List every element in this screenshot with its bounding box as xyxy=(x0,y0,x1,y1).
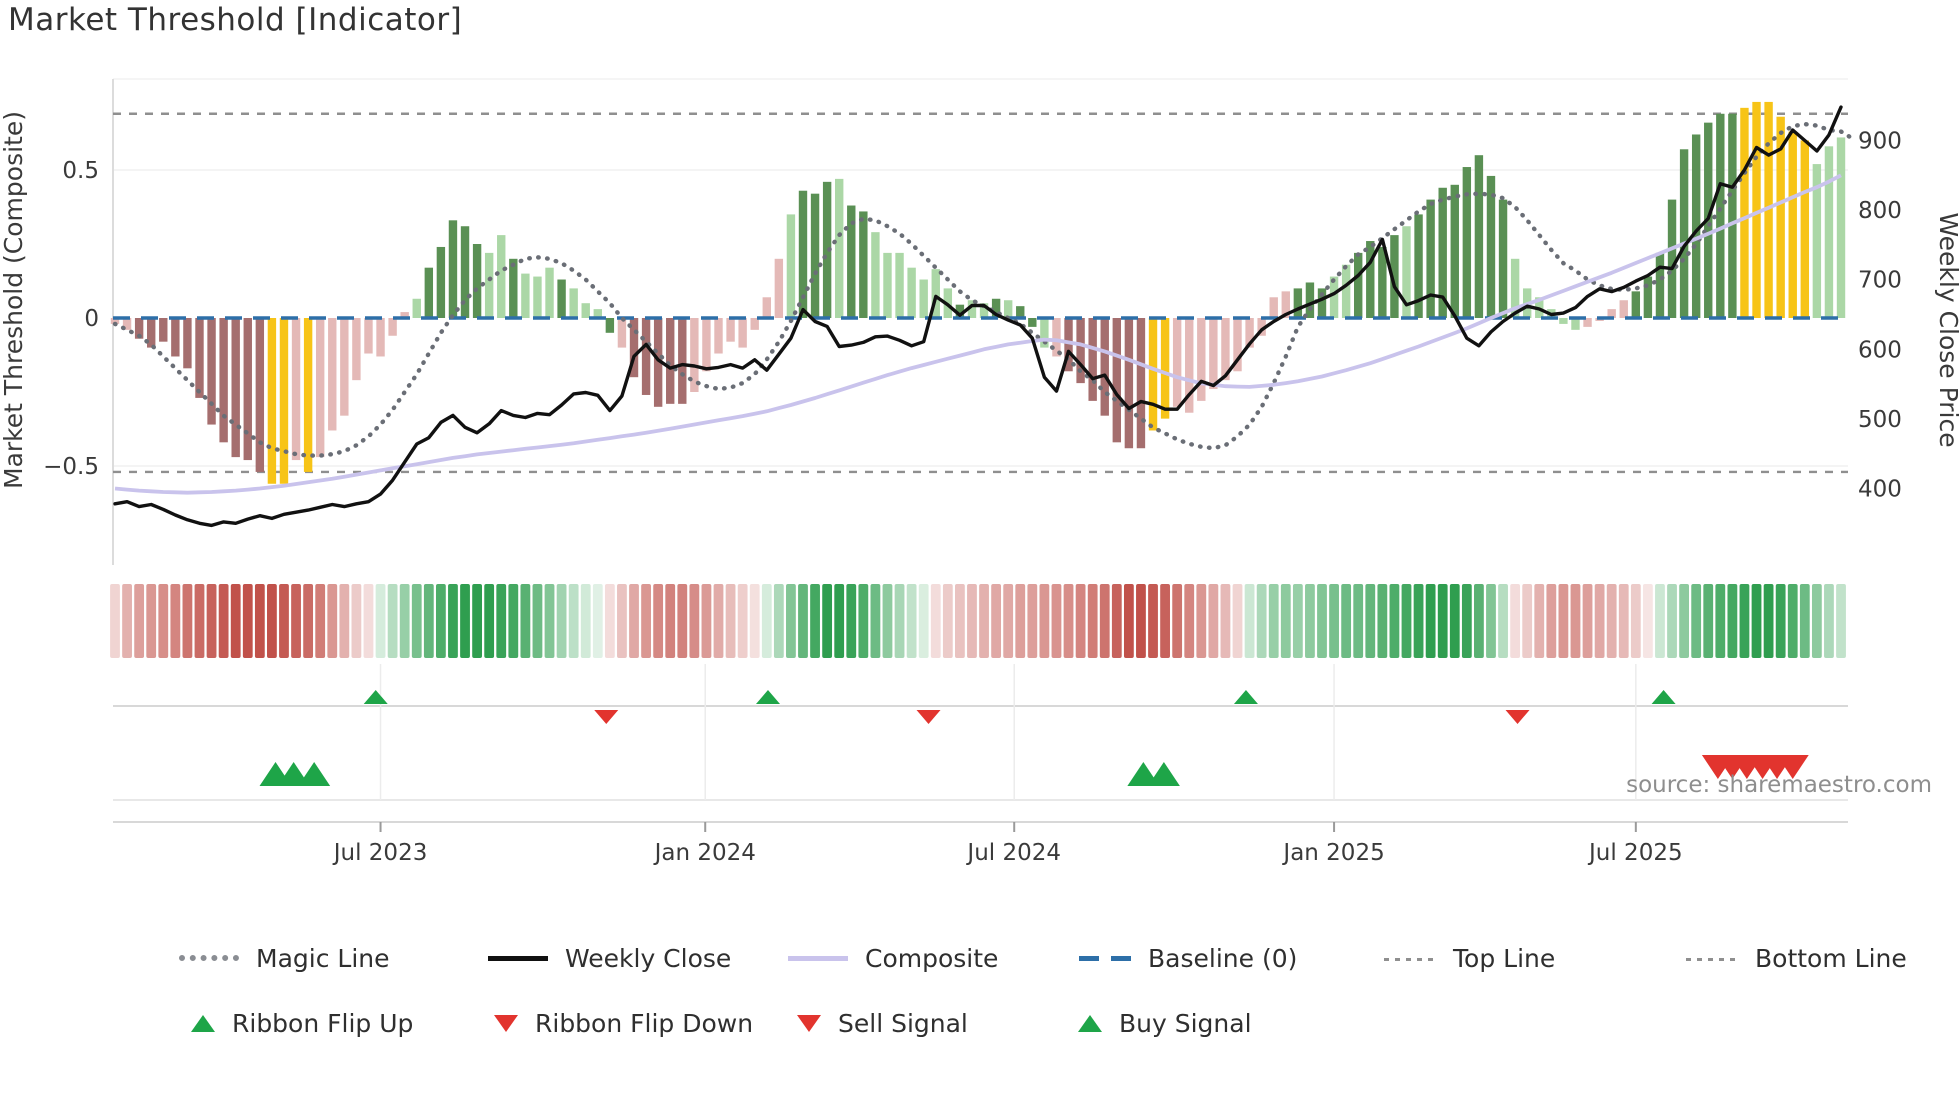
legend-label: Weekly Close xyxy=(565,943,732,973)
tri-down-red-icon xyxy=(494,1014,518,1032)
tri-up-green-icon xyxy=(1078,1014,1102,1032)
legend-swatch xyxy=(1384,957,1436,961)
right-axis-title: Weekly Close Price xyxy=(1934,212,1960,447)
buy-signal-marker xyxy=(277,762,310,786)
legend-label: Magic Line xyxy=(256,943,390,973)
legend-swatch xyxy=(788,955,848,961)
date-tick-label: Jul 2024 xyxy=(965,840,1061,866)
legend-item-weekly-close: Weekly Close xyxy=(488,942,731,974)
ribbon-flip-up-marker xyxy=(1651,690,1676,704)
sell-signal-marker xyxy=(1776,755,1809,779)
right-tick-label: 800 xyxy=(1858,198,1902,224)
page-title: Market Threshold [Indicator] xyxy=(8,2,463,38)
right-tick-label: 600 xyxy=(1858,337,1902,363)
legend-label: Ribbon Flip Down xyxy=(535,1008,754,1038)
legend-label: Bottom Line xyxy=(1755,943,1907,973)
date-tick-label: Jan 2025 xyxy=(1281,840,1384,866)
buy-signal-marker xyxy=(1127,762,1160,786)
magic-line xyxy=(112,121,1856,458)
legend-item-top-line: Top Line xyxy=(1384,942,1555,974)
legend-item-ribbon-flip-down: Ribbon Flip Down xyxy=(494,1007,753,1039)
legend-item-composite: Composite xyxy=(788,942,998,974)
buy-signal-marker xyxy=(298,762,331,786)
ribbon-flip-up-marker xyxy=(363,690,388,704)
ribbon-flip-up-marker xyxy=(1233,690,1258,704)
chart-legend: Magic Line Weekly Close Composite Baseline … xyxy=(0,932,1960,1052)
legend-swatch xyxy=(1079,955,1131,961)
legend-item-magic-line: Magic Line xyxy=(179,942,390,974)
date-tick-label: Jan 2024 xyxy=(653,840,756,866)
tri-up-green-icon xyxy=(191,1014,215,1032)
legend-label: Composite xyxy=(865,943,999,973)
ribbon-flip-up-marker xyxy=(755,690,780,704)
date-tick-label: Jul 2023 xyxy=(332,840,428,866)
legend-label: Baseline (0) xyxy=(1148,943,1298,973)
legend-item-ribbon-flip-up: Ribbon Flip Up xyxy=(191,1007,413,1039)
legend-label: Ribbon Flip Up xyxy=(232,1008,414,1038)
legend-item-baseline-0-: Baseline (0) xyxy=(1079,942,1297,974)
ribbon-flip-down-marker xyxy=(916,710,941,724)
tri-down-red-icon xyxy=(797,1014,821,1032)
right-tick-label: 500 xyxy=(1858,407,1902,433)
right-tick-label: 900 xyxy=(1858,129,1902,155)
threshold-histogram xyxy=(110,101,1846,484)
legend-swatch xyxy=(1686,957,1738,961)
ribbon-flip-down-marker xyxy=(594,710,619,724)
left-tick-label: 0 xyxy=(84,306,99,332)
left-axis-title: Market Threshold (Composite) xyxy=(0,111,28,489)
composite-line xyxy=(114,173,1842,495)
legend-label: Buy Signal xyxy=(1119,1008,1252,1038)
ribbon-strip xyxy=(110,584,1846,658)
legend-label: Top Line xyxy=(1453,943,1556,973)
source-note: source: sharemaestro.com xyxy=(1626,772,1932,798)
legend-label: Sell Signal xyxy=(838,1008,968,1038)
date-tick-label: Jul 2025 xyxy=(1587,840,1683,866)
weekly-close-line xyxy=(113,105,1843,528)
legend-item-sell-signal: Sell Signal xyxy=(797,1007,968,1039)
buy-signal-marker xyxy=(1147,762,1180,786)
legend-swatch xyxy=(488,955,548,961)
right-tick-label: 400 xyxy=(1858,477,1902,503)
legend-item-buy-signal: Buy Signal xyxy=(1078,1007,1252,1039)
market-threshold-chart: 0.5 0 −0.5 900 800 700 600 500 400 Market Thresho… xyxy=(0,78,1960,866)
legend-item-bottom-line: Bottom Line xyxy=(1686,942,1907,974)
left-tick-label: 0.5 xyxy=(62,158,99,184)
legend-swatch xyxy=(179,955,239,961)
right-tick-label: 700 xyxy=(1858,268,1902,294)
left-tick-label: −0.5 xyxy=(43,454,99,480)
ribbon-flip-down-marker xyxy=(1505,710,1530,724)
